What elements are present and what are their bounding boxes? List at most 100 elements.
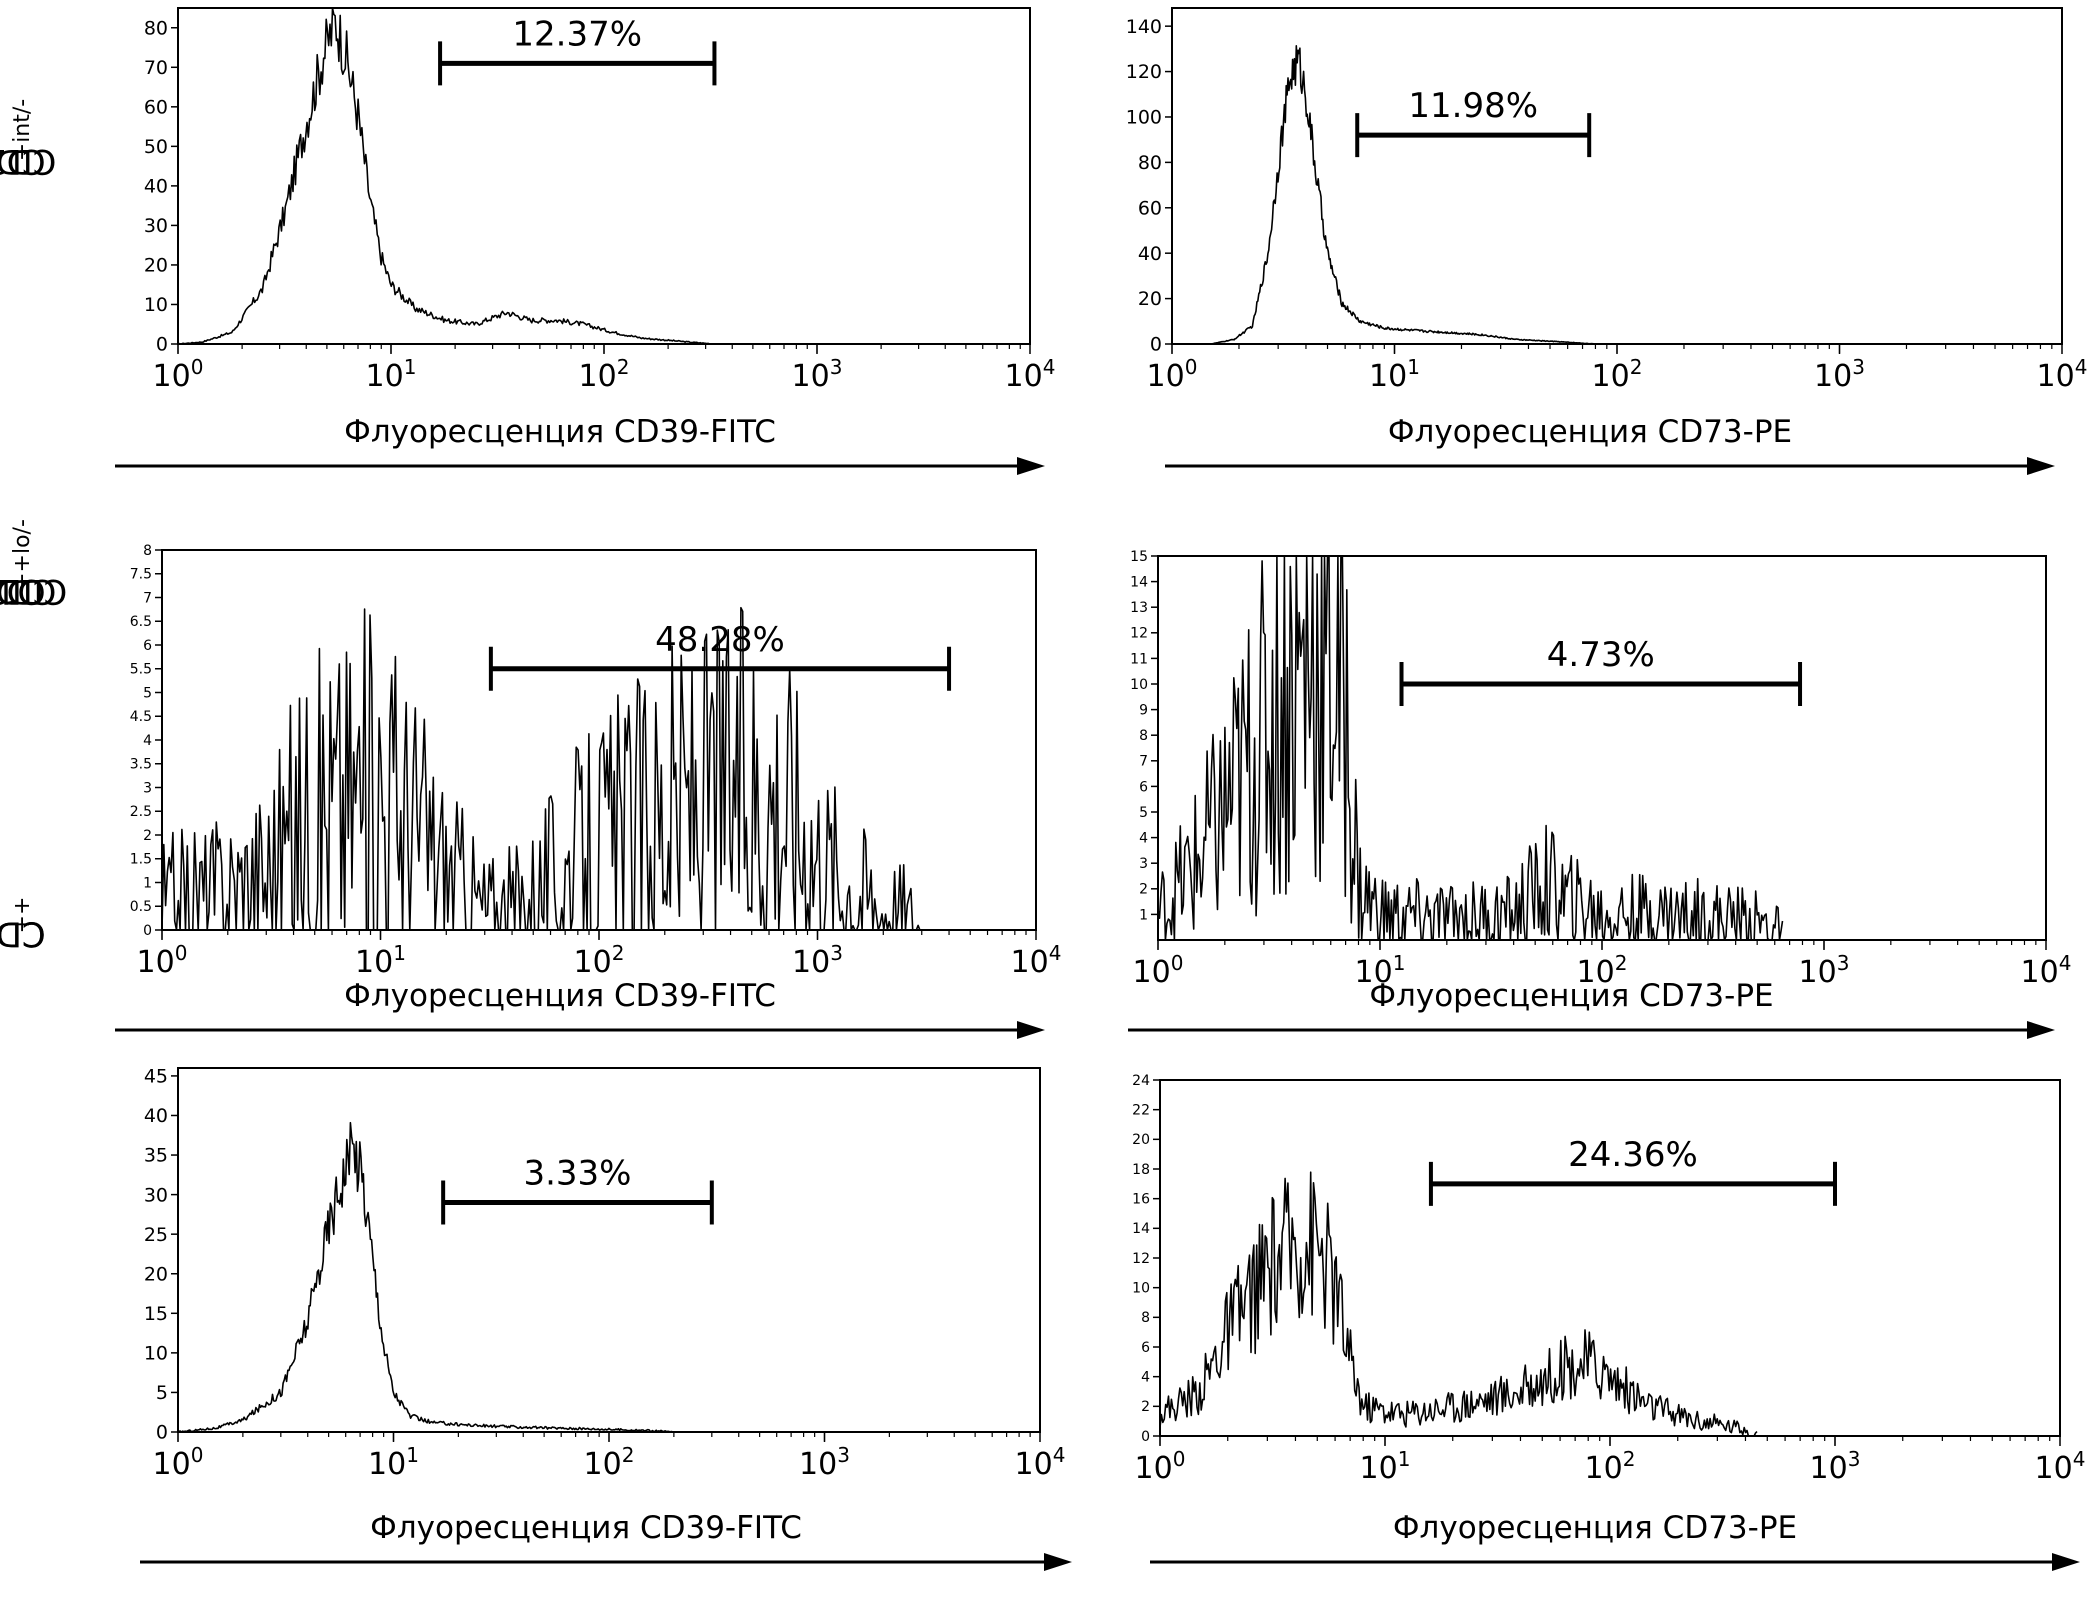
y-tick-label: 6 [1141, 1340, 1150, 1356]
x-tick-label: 100 [1133, 951, 1184, 990]
y-tick-label: 14 [1130, 575, 1148, 591]
arrow-head [1017, 457, 1045, 475]
y-tick-label: 10 [1130, 677, 1148, 693]
x-tick-label: 104 [2035, 1447, 2086, 1486]
y-tick-label: 60 [144, 96, 168, 118]
y-tick-label: 3 [1139, 856, 1148, 872]
x-tick-label: 102 [1592, 355, 1643, 394]
y-tick-label: 15 [144, 1303, 168, 1325]
y-tick-label: 20 [144, 255, 168, 277]
x-tick-label: 103 [1799, 951, 1850, 990]
y-tick-label: 6 [1139, 779, 1148, 795]
gate-percent-label: 3.33% [523, 1154, 631, 1194]
y-tick-label: 0.5 [130, 899, 152, 915]
x-tick-label: 100 [1147, 355, 1198, 394]
y-tick-label: 80 [1138, 152, 1162, 174]
y-tick-label: 70 [144, 57, 168, 79]
y-tick-label: 10 [144, 294, 168, 316]
plot-frame [1171, 7, 2063, 345]
y-tick-label: 30 [144, 215, 168, 237]
y-tick-label: 11 [1130, 651, 1148, 667]
y-tick-label: 10 [144, 1343, 168, 1365]
y-tick-label: 3 [143, 780, 152, 796]
y-tick-label: 4.5 [130, 709, 152, 725]
x-tick-label: 101 [366, 355, 417, 394]
x-tick-label: 100 [1135, 1447, 1186, 1486]
x-tick-label: 104 [1015, 1443, 1066, 1482]
y-tick-label: 7 [143, 590, 152, 606]
y-tick-label: 13 [1130, 600, 1148, 616]
y-tick-label: 3.5 [130, 757, 152, 773]
gate-percent-label: 12.37% [512, 14, 642, 54]
y-tick-label: 5 [1139, 805, 1148, 821]
y-tick-label: 80 [144, 17, 168, 39]
x-tick-label: 100 [153, 355, 204, 394]
x-tick-label: 102 [1577, 951, 1628, 990]
x-tick-label: 100 [137, 941, 188, 980]
histogram-panel: 0 5 10 15 20 25 30 35 40 45 100 101 102 103 104 3.33% Фл… [140, 1066, 1072, 1571]
y-tick-label: 0 [1141, 1429, 1150, 1445]
gate-percent-label: 4.73% [1547, 635, 1655, 675]
plot-frame [177, 7, 1031, 345]
y-tick-label: 60 [1138, 197, 1162, 219]
y-tick-label: 24 [1132, 1073, 1150, 1089]
y-tick-label: 1.5 [130, 852, 152, 868]
x-tick-label: 104 [1005, 355, 1056, 394]
histogram-trace [1157, 555, 1784, 941]
y-tick-label: 2.5 [130, 804, 152, 820]
arrow-head [1044, 1553, 1072, 1571]
histogram-panel: 0 0.5 1 1.5 2 2.5 3 3.5 4 4.5 5 5.5 6 6.5 7 7.5 8 100 101 1… [115, 543, 1061, 1039]
x-axis-label: Флуоресценция CD39-FITC [344, 414, 776, 450]
arrow-head [1017, 1021, 1045, 1039]
x-tick-label: 103 [1814, 355, 1865, 394]
x-tick-label: 101 [1355, 951, 1406, 990]
y-tick-label: 1 [1139, 907, 1148, 923]
x-axis-label: Флуоресценция CD39-FITC [344, 978, 776, 1014]
x-tick-label: 101 [1360, 1447, 1411, 1486]
y-tick-label: 0 [156, 334, 168, 356]
gate-percent-label: 24.36% [1568, 1135, 1698, 1175]
y-tick-label: 50 [144, 136, 168, 158]
y-tick-label: 120 [1126, 61, 1162, 83]
y-tick-label: 1 [143, 875, 152, 891]
arrow-head [2027, 457, 2055, 475]
y-tick-label: 4 [143, 733, 152, 749]
y-tick-label: 5 [156, 1382, 168, 1404]
x-tick-label: 103 [799, 1443, 850, 1482]
y-tick-label: 2 [1141, 1399, 1150, 1415]
y-tick-label: 0 [156, 1422, 168, 1444]
x-tick-label: 101 [1369, 355, 1420, 394]
x-tick-label: 102 [579, 355, 630, 394]
gate-percent-label: 11.98% [1408, 86, 1538, 126]
y-tick-label: 16 [1132, 1192, 1150, 1208]
histogram-trace [161, 606, 921, 931]
y-tick-label: 140 [1126, 16, 1162, 38]
y-tick-label: 6.5 [130, 614, 152, 630]
y-tick-label: 20 [144, 1263, 168, 1285]
y-tick-label: 8 [1141, 1310, 1150, 1326]
y-tick-label: 5 [143, 685, 152, 701]
y-tick-label: 15 [1130, 549, 1148, 565]
y-tick-label: 6 [143, 638, 152, 654]
plot-frame [177, 1067, 1041, 1433]
y-tick-label: 18 [1132, 1162, 1150, 1178]
x-tick-label: 101 [368, 1443, 419, 1482]
y-tick-label: 8 [143, 543, 152, 559]
y-tick-label: 12 [1130, 626, 1148, 642]
y-tick-label: 9 [1139, 703, 1148, 719]
x-axis-label: Флуоресценция CD73-PE [1369, 978, 1773, 1014]
y-tick-label: 30 [144, 1184, 168, 1206]
histogram-trace [177, 7, 715, 345]
x-tick-label: 104 [2021, 951, 2072, 990]
y-tick-label: 4 [1139, 831, 1148, 847]
y-tick-label: 14 [1132, 1221, 1150, 1237]
x-axis-label: Флуоресценция CD73-PE [1393, 1510, 1797, 1546]
histogram-trace [1211, 45, 1595, 345]
histogram-panel: 0 20 40 60 80 100 120 140 100 101 102 103 104 11.98% Ф… [1126, 7, 2088, 475]
x-tick-label: 104 [2037, 355, 2088, 394]
x-axis-label: Флуоресценция CD73-PE [1388, 414, 1792, 450]
y-tick-label: 7.5 [130, 567, 152, 583]
x-tick-label: 103 [792, 941, 843, 980]
